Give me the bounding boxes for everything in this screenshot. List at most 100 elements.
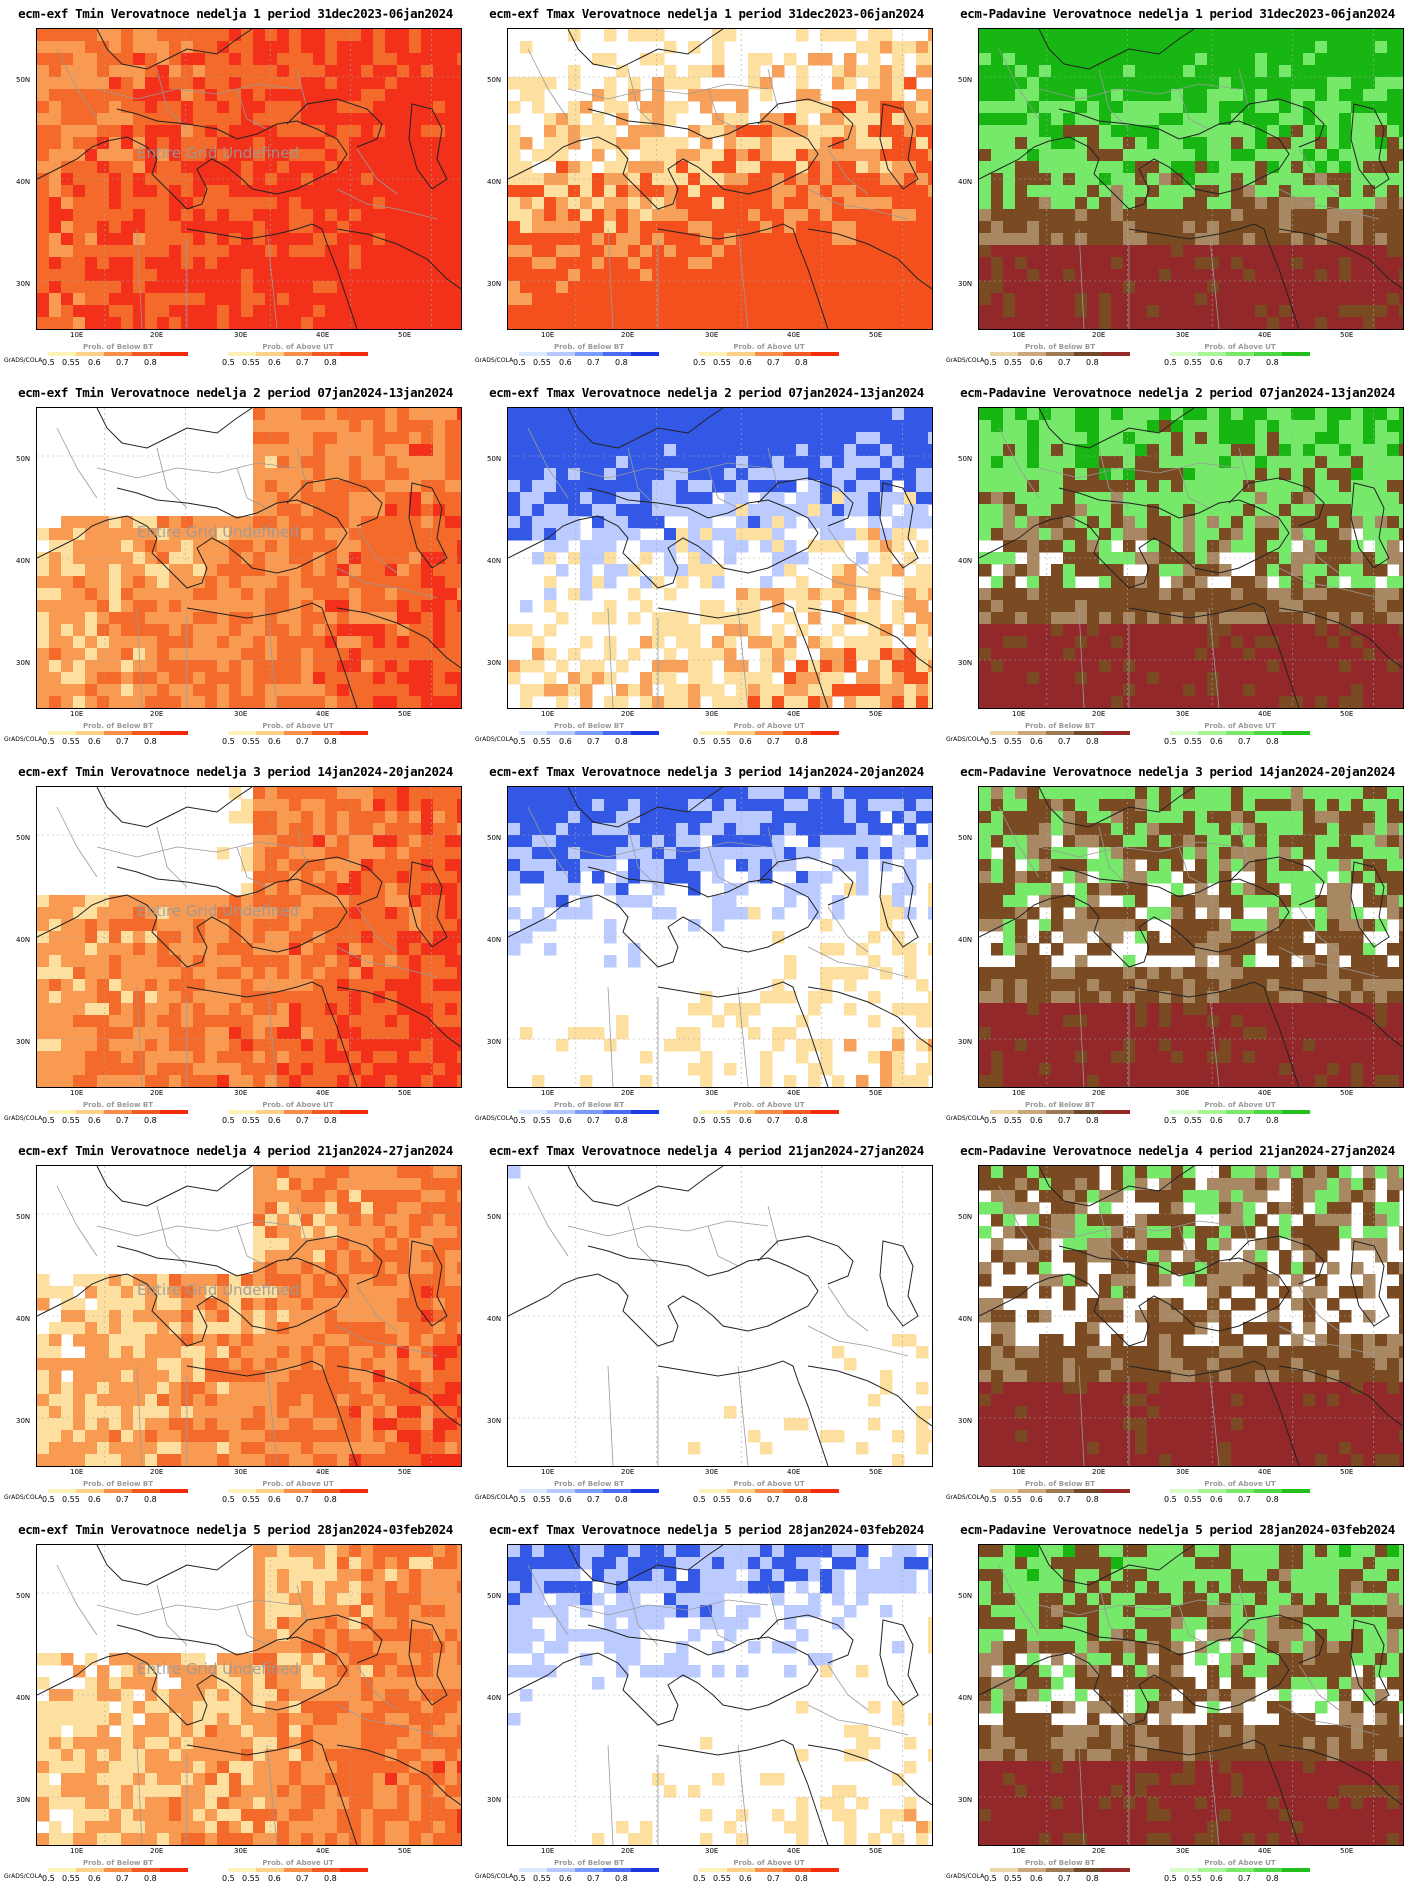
legend-swatch: [132, 731, 160, 735]
country-border: [627, 68, 659, 130]
probability-blocks: [508, 29, 932, 329]
longitude-label: 50E: [398, 1089, 412, 1097]
longitude-label: 10E: [1012, 1089, 1026, 1097]
legend-title: Prob. of Above UT: [733, 343, 805, 351]
legend-swatch: [811, 1489, 839, 1493]
legend-tick-label: 0.8: [324, 737, 337, 746]
country-border: [1038, 1599, 1240, 1616]
legend-swatch: [1226, 731, 1254, 735]
legend-tick-label: 0.6: [268, 737, 281, 746]
country-border: [827, 1285, 869, 1332]
legend-tick-label: 0.5: [42, 737, 55, 746]
legend-swatch: [1074, 1489, 1102, 1493]
coastline: [186, 981, 358, 1087]
legend-swatch: [519, 352, 547, 356]
coastline: [657, 223, 829, 329]
country-border: [1098, 68, 1130, 130]
graticule: [508, 408, 932, 708]
color-legend: GrADS/COLA Prob. of Below BT 0.5 0.55 0.6 0.7…: [942, 716, 1413, 756]
longitude-label: 10E: [1012, 1468, 1026, 1476]
legend-swatch: [256, 731, 284, 735]
country-border: [527, 48, 569, 120]
country-border: [607, 607, 614, 708]
legend-swatch: [104, 731, 132, 735]
latitude-label: 40N: [487, 1694, 502, 1702]
legend-tick-label: 0.7: [116, 1495, 129, 1504]
coastline: [567, 1166, 724, 1207]
country-border: [1278, 188, 1380, 220]
color-legend: GrADS/COLA Prob. of Below BT 0.5 0.55 0.6 0.7…: [942, 337, 1413, 377]
latitude-label: 40N: [958, 1694, 973, 1702]
longitude-label: 30E: [234, 710, 248, 718]
above-legend: Prob. of Above UT 0.5 0.55 0.6 0.7 0.8: [693, 1101, 839, 1127]
grads-credit: GrADS/COLA: [475, 1494, 514, 1501]
legend-swatch: [160, 352, 188, 356]
legend-swatch: [631, 731, 659, 735]
country-border: [1178, 846, 1210, 888]
legend-tick-label: 0.7: [1058, 1495, 1071, 1504]
country-border: [356, 527, 398, 574]
probability-blocks: [979, 408, 1403, 708]
legend-title: Prob. of Above UT: [262, 722, 334, 730]
longitude-label: 20E: [1092, 1468, 1106, 1476]
country-border: [998, 806, 1040, 878]
legend-swatch: [228, 352, 256, 356]
longitude-label: 40E: [1258, 1847, 1272, 1855]
legend-swatch: [699, 731, 727, 735]
legend-colorbar: [1170, 352, 1310, 356]
coastline: [1350, 482, 1390, 569]
legend-swatch: [1046, 352, 1074, 356]
legend-tick-label: 0.55: [533, 1874, 551, 1883]
legend-tick-label: 0.6: [1030, 358, 1043, 367]
coastline: [657, 981, 829, 1087]
country-border: [136, 1365, 143, 1466]
probability-map: Entire Grid Undefined: [36, 28, 462, 330]
longitude-label: 40E: [1258, 1089, 1272, 1097]
latitude-label: 30N: [958, 1038, 973, 1046]
legend-swatch: [284, 1489, 312, 1493]
longitude-label: 20E: [150, 1847, 164, 1855]
latitude-label: 30N: [958, 659, 973, 667]
country-border: [627, 1584, 659, 1646]
longitude-label: 30E: [1176, 710, 1190, 718]
country-border: [266, 228, 278, 329]
legend-swatch: [1046, 731, 1074, 735]
legend-tick-label: 0.7: [1238, 1495, 1251, 1504]
legend-tick-label: 0.8: [144, 737, 157, 746]
country-border: [527, 1185, 569, 1257]
legend-tick-label: 0.55: [713, 1495, 731, 1504]
coastline: [1350, 861, 1390, 948]
country-border: [1298, 1285, 1340, 1332]
longitude-label: 40E: [1258, 710, 1272, 718]
latitude-label: 30N: [487, 1796, 502, 1804]
coastline: [1228, 1614, 1325, 1664]
longitude-label: 30E: [1176, 1089, 1190, 1097]
probability-map: [978, 1544, 1404, 1846]
map-canvas: [508, 408, 932, 708]
latitude-label: 30N: [16, 1038, 31, 1046]
latitude-label: 50N: [487, 1213, 502, 1221]
legend-tick-label: 0.5: [1164, 1495, 1177, 1504]
legend-tick-label: 0.7: [296, 358, 309, 367]
legend-swatch: [76, 352, 104, 356]
longitude-label: 20E: [150, 1089, 164, 1097]
legend-tick-label: 0.55: [1004, 358, 1022, 367]
legend-swatch: [284, 1868, 312, 1872]
legend-swatch: [312, 352, 340, 356]
grads-credit: GrADS/COLA: [946, 1873, 985, 1880]
country-border: [1078, 228, 1085, 329]
legend-swatch: [48, 1110, 76, 1114]
legend-tick-label: 0.8: [1266, 1495, 1279, 1504]
country-border: [737, 1365, 749, 1466]
legend-tick-label: 0.55: [713, 737, 731, 746]
legend-tick-label: 0.5: [513, 1116, 526, 1125]
probability-blocks: [37, 787, 461, 1087]
legend-swatch: [1282, 352, 1310, 356]
country-border: [707, 846, 739, 888]
legend-swatch: [1018, 1489, 1046, 1493]
legend-swatch: [547, 731, 575, 735]
country-border: [56, 48, 98, 120]
legend-tick-label: 0.5: [693, 1874, 706, 1883]
coastline: [408, 1240, 448, 1327]
legend-swatch: [1254, 352, 1282, 356]
